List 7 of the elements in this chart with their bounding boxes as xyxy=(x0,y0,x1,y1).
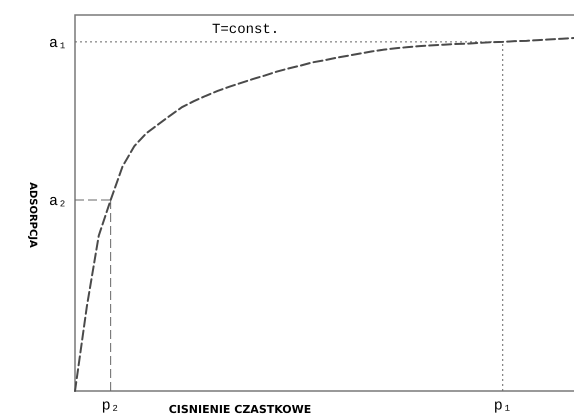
ref-line-label: a₂ xyxy=(48,193,67,210)
x-axis-title: CISNIENIE CZASTKOWE xyxy=(168,403,312,416)
y-axis-title: ADSORPCJA xyxy=(27,182,38,248)
chart-title: T=const. xyxy=(212,22,280,38)
ref-line-label: a₁ xyxy=(48,34,67,52)
x-tick-label: p₁ xyxy=(494,398,512,415)
x-tick-label: p₂ xyxy=(102,398,120,415)
